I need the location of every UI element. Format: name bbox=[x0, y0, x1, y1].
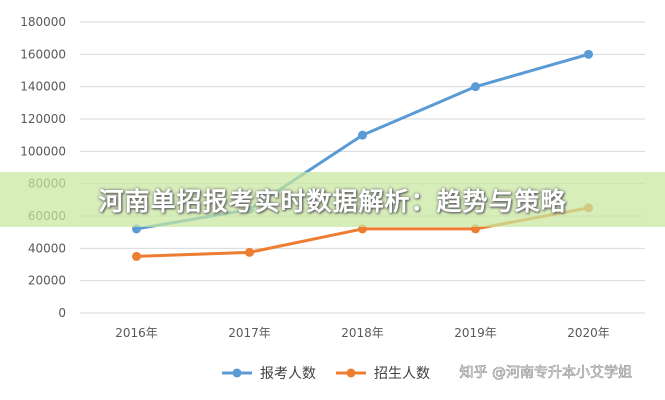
y-tick-label: 0 bbox=[58, 306, 66, 320]
y-axis: 0200004000060000800001000001200001400001… bbox=[20, 15, 66, 320]
legend-swatch-marker bbox=[232, 368, 242, 378]
title-banner: 河南单招报考实时数据解析：趋势与策略 bbox=[0, 172, 665, 227]
legend-swatch-marker bbox=[346, 368, 356, 378]
y-tick-label: 180000 bbox=[20, 15, 66, 29]
watermark-text: 知乎 @河南专升本小艾学姐 bbox=[460, 364, 632, 381]
legend-label: 报考人数 bbox=[260, 366, 316, 382]
x-tick-label: 2020年 bbox=[567, 326, 610, 340]
data-point bbox=[358, 130, 367, 140]
legend: 报考人数 招生人数 bbox=[222, 366, 430, 382]
data-point bbox=[245, 247, 254, 257]
data-point bbox=[584, 49, 593, 59]
data-point bbox=[132, 251, 141, 261]
y-tick-label: 120000 bbox=[20, 112, 66, 126]
y-tick-label: 20000 bbox=[28, 274, 66, 288]
x-axis: 2016年 2017年 2018年 2019年 2020年 bbox=[115, 326, 610, 340]
x-tick-label: 2016年 bbox=[115, 326, 158, 340]
y-tick-label: 100000 bbox=[20, 144, 66, 158]
y-tick-label: 160000 bbox=[20, 47, 66, 61]
grid-lines bbox=[80, 21, 645, 314]
data-point bbox=[471, 82, 480, 92]
x-tick-label: 2017年 bbox=[228, 326, 271, 340]
series-lines bbox=[132, 49, 593, 261]
banner-title: 河南单招报考实时数据解析：趋势与策略 bbox=[98, 186, 567, 216]
x-tick-label: 2018年 bbox=[341, 326, 384, 340]
legend-label: 招生人数 bbox=[374, 366, 430, 382]
y-tick-label: 140000 bbox=[20, 80, 66, 94]
y-tick-label: 40000 bbox=[28, 241, 66, 255]
x-tick-label: 2019年 bbox=[454, 326, 497, 340]
